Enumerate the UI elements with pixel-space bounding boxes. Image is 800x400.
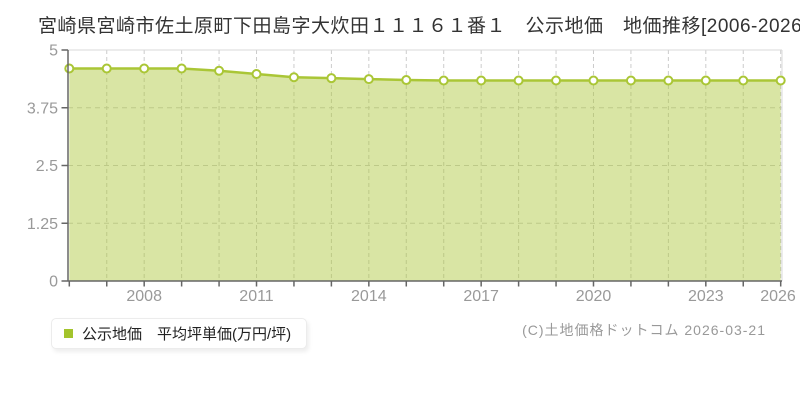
- data-point-marker: [625, 75, 636, 86]
- x-axis-tick-label: 2017: [463, 288, 499, 305]
- data-point-marker: [588, 75, 599, 86]
- x-axis-tick-label: 2014: [351, 288, 387, 305]
- data-point-marker: [101, 63, 112, 74]
- x-axis-tick-label: 2023: [688, 288, 724, 305]
- x-axis-tick-label: 2020: [576, 288, 612, 305]
- data-point-marker: [513, 75, 524, 86]
- data-point-marker: [251, 69, 262, 80]
- page-title: 宮崎県宮崎市佐土原町下田島字大炊田１１１６１番１ 公示地価 地価推移[2006-…: [38, 16, 800, 37]
- data-point-marker: [775, 75, 786, 86]
- x-axis-tick-label: 2008: [126, 288, 162, 305]
- data-point-marker: [176, 63, 187, 74]
- legend: 公示地価 平均坪単価(万円/坪): [51, 318, 308, 349]
- data-point-marker: [64, 63, 75, 74]
- data-point-marker: [551, 75, 562, 86]
- data-point-marker: [401, 75, 412, 86]
- y-axis-tick-label: 0: [49, 274, 58, 291]
- data-point-marker: [214, 65, 225, 76]
- data-point-marker: [438, 75, 449, 86]
- data-point-marker: [326, 73, 337, 84]
- data-point-marker: [139, 63, 150, 74]
- data-point-marker: [476, 75, 487, 86]
- y-axis-tick-label: 2.5: [36, 158, 58, 175]
- x-axis-tick-label: 2011: [239, 288, 274, 305]
- y-axis-tick-label: 1.25: [27, 216, 58, 233]
- y-axis-tick-label: 5: [49, 43, 58, 60]
- legend-marker-swatch: [64, 329, 73, 338]
- series-area-fill: [69, 68, 781, 281]
- data-point-marker: [700, 75, 711, 86]
- data-point-marker: [288, 72, 299, 83]
- copyright-text: (C)土地価格ドットコム 2026-03-21: [522, 322, 766, 338]
- y-axis-tick-label: 3.75: [27, 100, 58, 117]
- series-trend-line: [69, 67, 781, 82]
- x-axis-tick-label: 2026: [760, 288, 796, 305]
- legend-label: 公示地価 平均坪単価(万円/坪): [82, 326, 292, 343]
- data-point-marker: [363, 74, 374, 85]
- data-point-marker: [738, 75, 749, 86]
- data-point-marker: [663, 75, 674, 86]
